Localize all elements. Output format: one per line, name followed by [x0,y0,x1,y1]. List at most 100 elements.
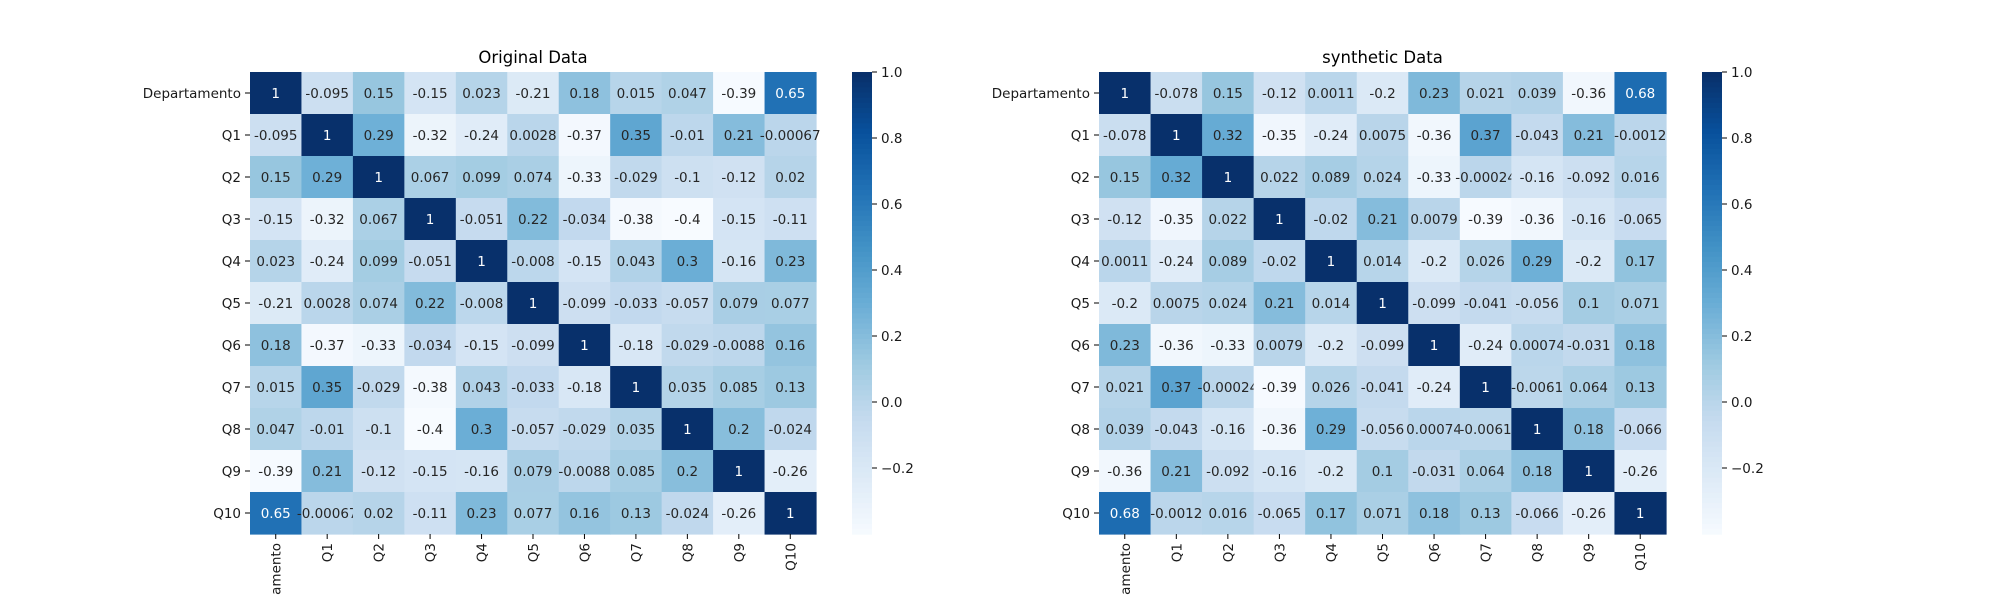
cell-value-label: -0.092 [1206,464,1250,480]
heatmap-cell [661,366,714,409]
cell-value-label: 0.18 [1522,464,1552,480]
heatmap-cell [301,450,354,493]
heatmap-cell [1408,492,1461,535]
heatmap-cell [404,366,457,409]
colorbar-segment [1702,143,1722,150]
heatmap-cell [1099,366,1152,409]
colorbar-segment [852,472,872,479]
heatmap-cell [558,492,611,535]
heatmap-cell [713,156,766,199]
y-tick-label: Departamento [992,86,1090,102]
cell-value-label: -0.38 [618,212,653,228]
colorbar-tick-label: 0.8 [881,131,902,147]
heatmap-cell [558,450,611,493]
heatmap-cell [1511,492,1564,535]
colorbar-segment [852,123,872,130]
cell-value-label: 0.064 [1569,380,1608,396]
cell-value-label: 0.015 [256,380,295,396]
cell-value-label: -0.24 [464,128,499,144]
heatmap-cell [1150,450,1203,493]
cell-value-label: 0.021 [1105,380,1144,396]
heatmap-cell [558,282,611,325]
cell-value-label: -0.2 [1318,464,1344,480]
heatmap-cell [250,450,303,493]
colorbar-segment [852,467,872,474]
cell-value-label: 0.16 [569,506,599,522]
cell-value-label: 0.047 [256,422,295,438]
colorbar-segment [852,133,872,140]
heatmap-cell [1305,240,1358,283]
heatmap-cell [661,408,714,451]
heatmap-cell [507,156,560,199]
heatmap-cell [301,324,354,367]
colorbar-segment [852,215,872,222]
cell-value-label: 1 [786,506,795,522]
heatmap-cell [455,366,508,409]
colorbar-segment [1702,421,1722,427]
colorbar-segment [1702,492,1722,499]
heatmap-cell [1356,324,1409,367]
heatmap-cell [610,408,663,451]
cell-value-label: 0.18 [261,338,291,354]
cell-value-label: 0.18 [569,86,599,102]
cell-value-label: 0.067 [411,170,450,186]
colorbar-segment [1702,395,1722,402]
heatmap-cell [1562,72,1616,115]
cell-value-label: 0.022 [1260,170,1299,186]
heatmap-cell [1459,492,1512,535]
colorbar-tick-label: −0.2 [881,461,914,477]
cell-value-label: -0.16 [1571,212,1606,228]
heatmap-cell [764,240,817,283]
colorbar-segment [852,333,872,340]
cell-value-label: 1 [477,254,486,270]
heatmap-cell [250,72,303,115]
colorbar-segment [1702,113,1722,119]
cell-value-label: 0.02 [364,506,394,522]
cell-value-label: 0.35 [621,128,651,144]
y-tick-label: Q7 [1071,380,1090,396]
heatmap-cell [764,366,817,409]
colorbar-segment [1702,272,1722,279]
colorbar-segment [1702,410,1722,417]
x-tick-label: Q9 [1582,543,1598,562]
heatmap-cell [404,408,457,451]
cell-value-label: 1 [1327,254,1336,270]
colorbar-tick-label: 0.8 [1731,131,1752,147]
heatmap-cell [1511,240,1564,283]
colorbar-segment [852,323,872,330]
heatmap-cell [352,198,405,241]
heatmap-cell [455,324,508,367]
cell-value-label: 0.022 [1209,212,1248,228]
cell-value-label: -0.36 [1262,422,1297,438]
colorbar-segment [1702,467,1722,474]
cell-value-label: 0.18 [1419,506,1449,522]
heatmap-cell [1202,72,1255,115]
heatmap-cell [250,408,303,451]
colorbar-segment [852,149,872,155]
cell-value-label: -0.39 [721,86,756,102]
colorbar-segment [852,359,872,366]
cell-value-label: -0.24 [1159,254,1194,270]
cell-value-label: 0.0011 [1101,254,1148,270]
heatmap-cell [404,324,457,367]
cell-value-label: -0.36 [1159,338,1194,354]
cell-value-label: 0.074 [359,296,398,312]
colorbar-segment [852,508,872,515]
colorbar-segment [1702,308,1722,314]
heatmap-cell [1562,450,1616,493]
heatmap-cell [661,450,714,493]
heatmap-cell [764,156,817,199]
x-tick-label: Q4 [475,543,491,562]
colorbar-segment [852,431,872,438]
heatmap-cell [1511,450,1564,493]
cell-value-label: 0.13 [621,506,651,522]
y-tick-label: Q8 [222,422,241,438]
heatmap-cell [1562,492,1616,535]
heatmap-cell [661,198,714,241]
heatmap-cell [301,240,354,283]
cell-value-label: -0.041 [1361,380,1405,396]
heatmap-cell [558,156,611,199]
heatmap-cell [1202,408,1255,451]
cell-value-label: -0.24 [1313,128,1348,144]
heatmap-cell [301,282,354,325]
